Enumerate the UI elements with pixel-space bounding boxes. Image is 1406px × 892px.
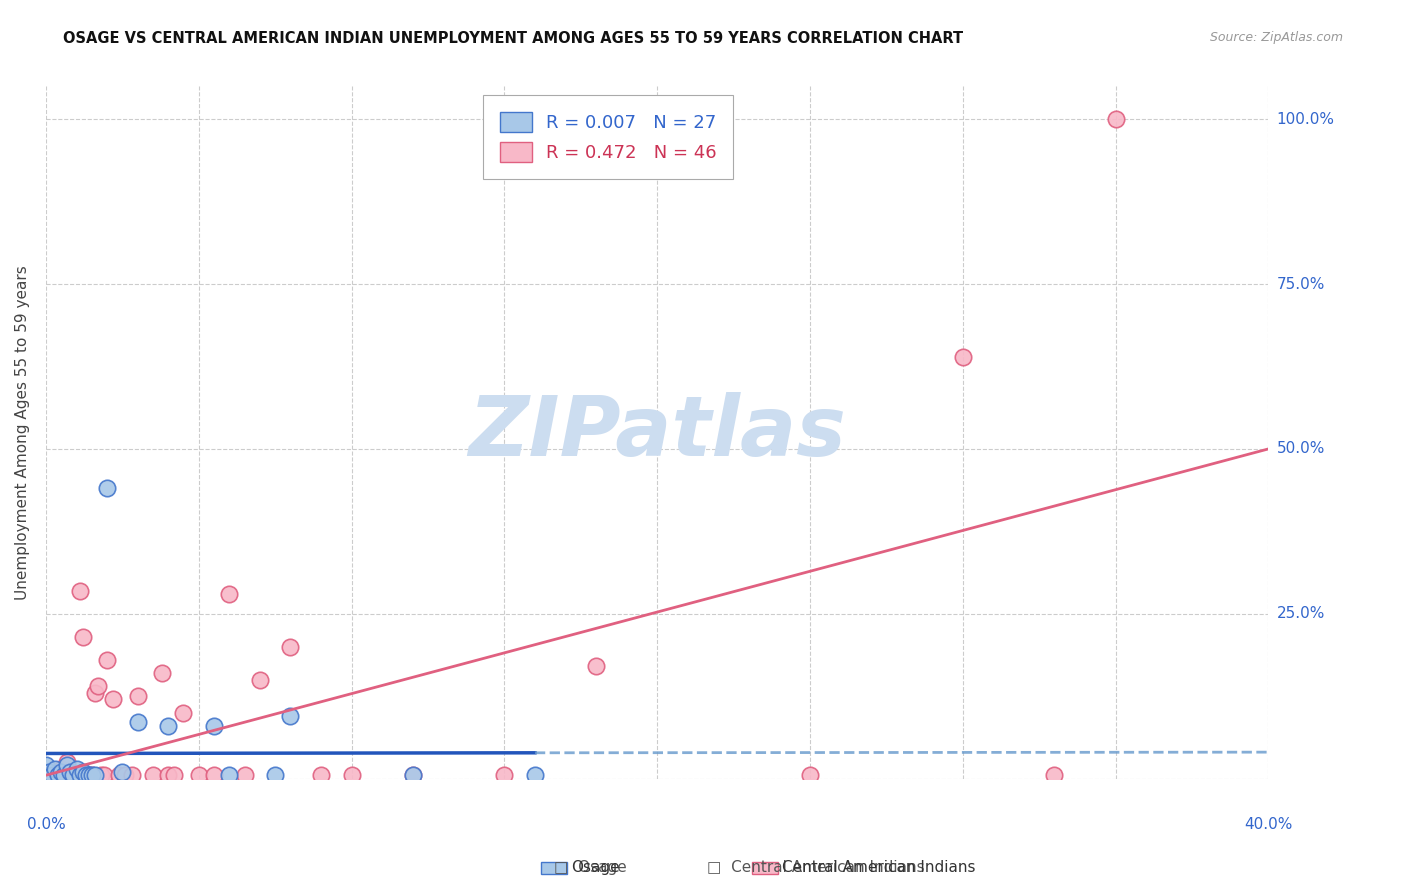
Point [1043, 768, 1066, 782]
Text: 100.0%: 100.0% [1277, 112, 1334, 127]
Point [249, 673, 271, 687]
Point [77, 768, 100, 782]
Point [72, 764, 94, 779]
Text: Osage: Osage [571, 860, 620, 874]
Text: 75.0%: 75.0% [1277, 277, 1324, 292]
Text: 50.0%: 50.0% [1277, 442, 1324, 457]
Point [80, 768, 103, 782]
Point [69, 768, 91, 782]
Point [103, 692, 125, 706]
Point [233, 768, 256, 782]
Point [44, 768, 66, 782]
Point [75, 768, 97, 782]
Text: Source: ZipAtlas.com: Source: ZipAtlas.com [1209, 31, 1343, 45]
Point [157, 768, 180, 782]
Point [142, 768, 165, 782]
Point [218, 768, 240, 782]
Text: 40.0%: 40.0% [1244, 817, 1292, 832]
Point [35, 758, 58, 772]
Point [46, 768, 69, 782]
Point [41, 768, 63, 782]
Point [41, 764, 63, 779]
Point [280, 640, 302, 654]
Point [44, 762, 66, 776]
Legend: R = 0.007   N = 27, R = 0.472   N = 46: R = 0.007 N = 27, R = 0.472 N = 46 [484, 95, 734, 178]
Text: □  Osage: □ Osage [554, 860, 627, 874]
Point [309, 768, 332, 782]
Point [523, 768, 546, 782]
Text: 0.0%: 0.0% [27, 817, 65, 832]
Point [163, 768, 186, 782]
Point [150, 666, 173, 681]
Text: ZIPatlas: ZIPatlas [468, 392, 846, 473]
Point [38, 768, 60, 782]
Text: 25.0%: 25.0% [1277, 607, 1324, 621]
Point [218, 587, 240, 601]
Point [62, 768, 84, 782]
Text: □  Central American Indians: □ Central American Indians [707, 860, 924, 874]
Point [65, 762, 87, 776]
Point [173, 706, 195, 720]
Point [108, 768, 131, 782]
Point [280, 709, 302, 723]
Point [952, 350, 974, 364]
Point [121, 768, 143, 782]
Point [56, 755, 79, 769]
Point [51, 762, 73, 776]
Point [46, 768, 69, 782]
Point [90, 768, 112, 782]
Point [494, 768, 516, 782]
Point [75, 768, 97, 782]
Point [264, 768, 287, 782]
Point [114, 768, 136, 782]
Point [340, 768, 363, 782]
Point [69, 583, 91, 598]
Point [93, 768, 115, 782]
Point [59, 768, 82, 782]
Point [77, 768, 100, 782]
Point [38, 764, 60, 779]
Point [83, 768, 105, 782]
Point [202, 768, 225, 782]
Point [402, 768, 425, 782]
Point [65, 768, 87, 782]
Point [96, 482, 118, 496]
Point [127, 715, 149, 730]
Point [62, 768, 84, 782]
Point [87, 679, 110, 693]
Text: Central American Indians: Central American Indians [782, 860, 976, 874]
Point [80, 768, 103, 782]
Text: OSAGE VS CENTRAL AMERICAN INDIAN UNEMPLOYMENT AMONG AGES 55 TO 59 YEARS CORRELAT: OSAGE VS CENTRAL AMERICAN INDIAN UNEMPLO… [63, 31, 963, 46]
Point [187, 768, 209, 782]
Point [72, 630, 94, 644]
Point [56, 758, 79, 772]
Point [1104, 112, 1126, 127]
Point [799, 768, 821, 782]
Point [53, 768, 76, 782]
Y-axis label: Unemployment Among Ages 55 to 59 years: Unemployment Among Ages 55 to 59 years [15, 265, 30, 599]
Point [585, 659, 607, 673]
Point [111, 764, 134, 779]
Point [83, 686, 105, 700]
Point [53, 768, 76, 782]
Point [51, 764, 73, 779]
Point [402, 768, 425, 782]
Point [96, 653, 118, 667]
Point [202, 719, 225, 733]
Point [59, 764, 82, 779]
Point [127, 689, 149, 703]
Point [35, 768, 58, 782]
Point [157, 719, 180, 733]
